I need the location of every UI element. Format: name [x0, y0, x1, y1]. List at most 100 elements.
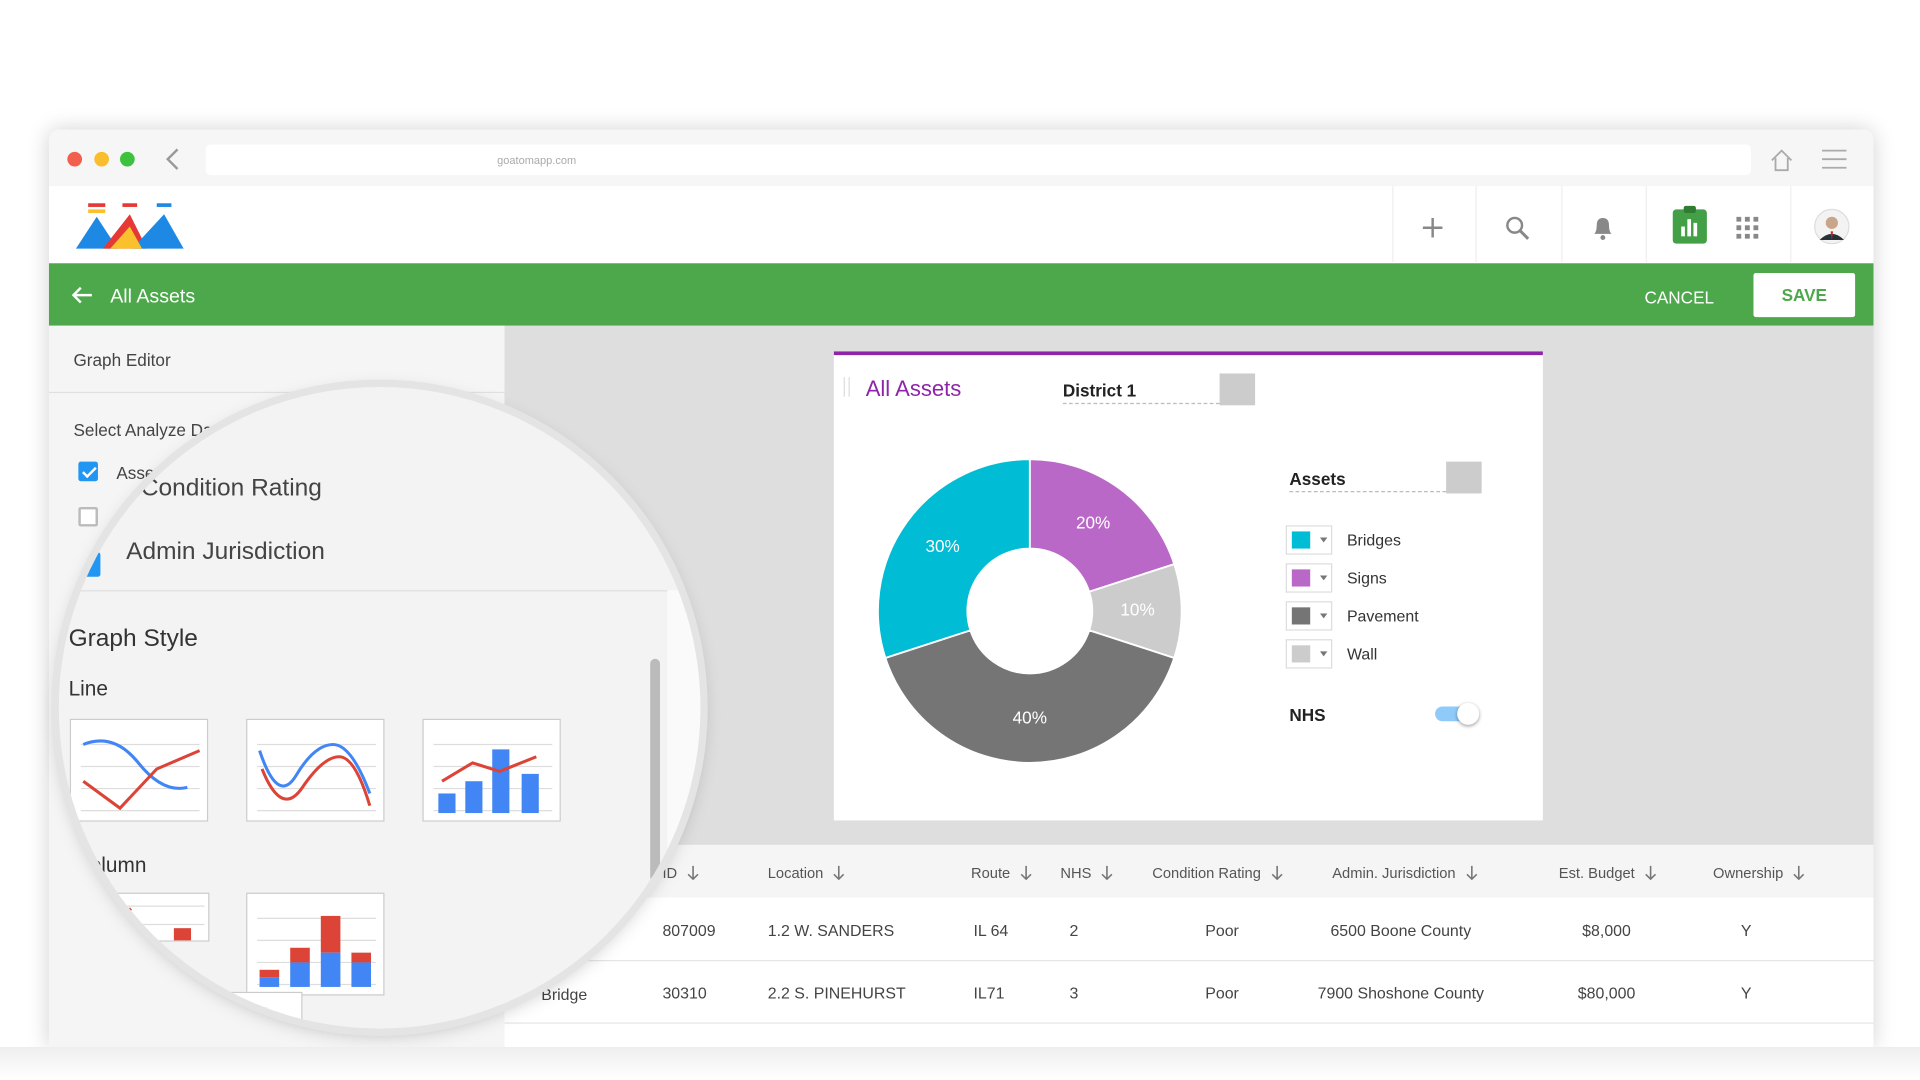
- checkbox[interactable]: [78, 461, 98, 482]
- back-button[interactable]: [164, 147, 181, 171]
- toggle-label: NHS: [1289, 705, 1326, 725]
- separator: [1561, 186, 1563, 263]
- filter-underline: [1062, 402, 1220, 405]
- menu-icon[interactable]: [1822, 148, 1847, 170]
- reports-icon[interactable]: [1672, 205, 1707, 245]
- swatch-color: [1291, 531, 1311, 549]
- donut-slice: [884, 629, 1176, 764]
- checkbox[interactable]: [78, 506, 98, 527]
- legend-label: Pavement: [1346, 606, 1419, 626]
- toolbar-title: All Assets: [110, 286, 196, 308]
- legend-dropdown[interactable]: [1446, 461, 1482, 494]
- slice-label: 40%: [1013, 707, 1047, 727]
- slice-label: 20%: [1076, 512, 1110, 532]
- panel-edge: [667, 590, 701, 1029]
- magnifier: Condition Rating Admin Jurisdiction Grap…: [58, 386, 701, 1029]
- slice-label: 10%: [1120, 600, 1154, 620]
- bell-icon[interactable]: [1591, 214, 1615, 241]
- cell: 3: [1069, 983, 1079, 1003]
- legend-swatch[interactable]: [1285, 563, 1333, 593]
- legend-underline: [1289, 491, 1447, 493]
- column-header[interactable]: Est. Budget: [1559, 864, 1657, 882]
- table-header: [504, 844, 1874, 898]
- donut-slice: [1028, 458, 1176, 593]
- sort-icon: [1466, 865, 1477, 881]
- sort-arrow: [1466, 865, 1477, 881]
- legend-swatch[interactable]: [1285, 639, 1333, 669]
- cancel-button[interactable]: CANCEL: [1644, 287, 1715, 308]
- sort-arrow: [1793, 865, 1805, 881]
- swatch-caret: [1320, 575, 1328, 581]
- close-dot[interactable]: [67, 151, 83, 167]
- legend-swatch[interactable]: [1285, 525, 1333, 555]
- line-thumbnail[interactable]: [74, 892, 210, 942]
- divider: [48, 391, 505, 394]
- swatch-color: [1291, 607, 1311, 625]
- checkbox[interactable]: [75, 552, 101, 577]
- column-label: Column: [74, 963, 126, 981]
- legend-title: Assets: [1289, 468, 1346, 489]
- select-label: Select Analyze Data: [73, 420, 227, 440]
- option-label: Condition Rating: [140, 474, 322, 502]
- cell: 7900 Shoshone County: [1317, 983, 1485, 1003]
- column-thumbnail[interactable]: [202, 991, 303, 1029]
- donut-chart: 20% 10% 40% 30%: [877, 458, 1183, 764]
- line-heading: Line: [68, 677, 108, 701]
- column-header[interactable]: NHS: [1060, 864, 1113, 882]
- column-thumbnail[interactable]: [246, 892, 385, 996]
- drag-handle[interactable]: [843, 377, 850, 397]
- sort-icon: [1645, 865, 1657, 881]
- logo: [75, 203, 184, 249]
- line-thumbnail[interactable]: [69, 718, 209, 822]
- url-bar[interactable]: [205, 144, 1752, 176]
- separator: [1475, 186, 1477, 263]
- column-thumbnail[interactable]: [74, 991, 176, 1029]
- cell: Y: [1740, 983, 1752, 1003]
- legend-swatch[interactable]: [1285, 601, 1333, 631]
- header-label: Location: [767, 864, 824, 882]
- toggle-knob[interactable]: [1457, 702, 1480, 725]
- line-thumbnail[interactable]: [246, 718, 385, 822]
- header-label: NHS: [1060, 864, 1092, 882]
- filter-label: District 1: [1062, 380, 1137, 401]
- column-heading: Column: [74, 853, 147, 877]
- save-button[interactable]: SAVE: [1753, 273, 1856, 318]
- avatar[interactable]: [1813, 208, 1850, 245]
- cell: IL71: [973, 983, 1005, 1003]
- home-icon[interactable]: [1768, 147, 1795, 174]
- add-icon[interactable]: [1422, 217, 1444, 239]
- option-label: Admin Jurisdiction: [126, 538, 325, 566]
- magnifier-content: Condition Rating Admin Jurisdiction Grap…: [59, 387, 701, 1029]
- header-label: Ownership: [1713, 864, 1784, 882]
- cell: IL 64: [973, 921, 1009, 940]
- cell: $80,000: [1577, 983, 1636, 1003]
- sort-icon: [1271, 865, 1283, 881]
- sort-icon: [1101, 865, 1113, 881]
- column-header[interactable]: Admin. Jurisdiction: [1332, 864, 1477, 882]
- swatch-caret: [1320, 651, 1328, 657]
- search-icon[interactable]: [1505, 216, 1530, 240]
- max-dot[interactable]: [120, 151, 135, 167]
- sort-arrow: [1020, 865, 1032, 881]
- back-arrow[interactable]: [71, 285, 93, 305]
- editor-title: Graph Editor: [73, 350, 171, 370]
- column-header[interactable]: Condition Rating: [1152, 864, 1283, 882]
- column-header[interactable]: Route: [971, 864, 1032, 882]
- chart-card: All Assets District 1 20% 10% 40% 30% Asset…: [833, 351, 1543, 821]
- header-label: Admin. Jurisdiction: [1332, 864, 1456, 882]
- column-header[interactable]: Ownership: [1713, 864, 1805, 882]
- min-dot[interactable]: [94, 151, 109, 167]
- column-header[interactable]: Location: [767, 864, 846, 882]
- header-label: Route: [971, 864, 1011, 882]
- combo-thumbnail[interactable]: [422, 718, 561, 822]
- row-line: [504, 960, 1874, 962]
- swatch-color: [1291, 645, 1311, 663]
- scrollbar[interactable]: [650, 658, 660, 882]
- apps-icon[interactable]: [1736, 216, 1759, 239]
- separator: [1645, 186, 1647, 263]
- sort-icon: [1793, 865, 1805, 881]
- filter-dropdown[interactable]: [1219, 373, 1256, 406]
- card-title: All Assets: [865, 376, 962, 402]
